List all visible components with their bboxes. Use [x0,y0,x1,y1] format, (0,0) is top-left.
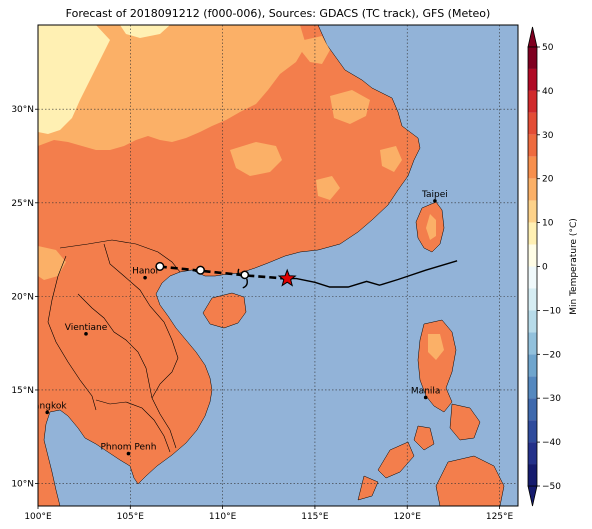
colorbar-level [528,244,537,267]
forecast-position-icon [195,265,206,275]
colorbar-level [528,68,537,91]
city-dot [423,395,428,400]
city-dot [45,410,50,415]
colorbar-level [528,222,537,245]
colorbar-level [528,354,537,377]
lon-tick-label: 115°E [301,512,329,522]
lat-tick-label: 20°N [11,292,34,302]
map-title: Forecast of 2018091212 (f000-006), Sourc… [65,7,491,20]
map-area: Hanoi Vientiane Bangkok Phnom Penh Manila Tai… [28,25,518,506]
typhoon-track [155,260,458,289]
typhoon-arm-icon [237,268,242,277]
visayas-islands [449,403,481,441]
city-dot [84,332,88,336]
country-border [103,243,179,399]
taiwan-highland [426,214,436,240]
country-border [77,293,177,449]
city-label: Vientiane [65,323,108,333]
observed-track-line [287,260,458,288]
lon-tick-label: 100°E [24,512,52,522]
visayas-islands [357,475,379,501]
city-dot [126,451,131,456]
colorbar-level [528,464,537,486]
current-position-star-icon [277,268,297,287]
colorbar-tick-label: 30 [542,131,554,141]
colorbar-tick-label: −20 [542,350,561,360]
lat-tick-label: 10°N [11,480,34,490]
colorbar-tick-label: −40 [542,438,561,448]
colorbar-level [528,90,537,113]
typhoon-symbol-icon [240,270,250,280]
colorbar-tick-label: 40 [542,87,554,97]
land-band-15-20 [380,146,402,172]
country-border [47,255,97,411]
city-label: Phnom Penh [100,443,156,453]
map-gridlines [38,25,518,506]
colorbar-min-extend-arrow-icon [527,485,538,507]
colorbar-level [528,112,537,135]
colorbar-level [528,310,537,333]
colorbar-level [528,332,537,355]
colorbar-max-extend-arrow-icon [527,26,538,48]
visayas-islands [413,425,435,451]
city-markers: Hanoi Vientiane Bangkok Phnom Penh Manila Tai… [28,190,448,456]
colorbar-level [528,200,537,223]
land-band-15-20 [316,176,340,200]
map-frame [37,24,519,507]
colorbar-tick-label: −10 [542,306,561,316]
colorbar-level [528,376,537,399]
map-axes: 100°E 105°E 110°E 115°E 120°E 125°E 10°N 15°N 20… [11,105,513,522]
colorbar-label: Min Temperature (°C) [569,218,579,315]
land-band-15-20 [38,246,66,280]
land-band-5-10 [38,25,110,134]
colorbar-level [528,398,537,421]
forecast-track-line [157,265,288,280]
lon-tick-label: 110°E [209,512,237,522]
lat-tick-label: 15°N [11,386,34,396]
colorbar-level [528,420,537,443]
city-dot [143,275,147,280]
city-label: Taipei [421,190,448,200]
colorbar-tick-label: −50 [542,482,561,492]
colorbar-level [528,47,537,69]
colorbar-tick-label: 20 [542,175,554,185]
colorbar-level [528,134,537,157]
land-band-15-20 [330,90,370,124]
lat-tick-label: 30°N [11,105,34,115]
luzon-highland [428,334,444,360]
luzon-island [417,319,457,413]
colorbar-level [528,156,537,179]
land-band-15-20 [230,142,282,176]
mindanao-island [435,455,505,506]
colorbar-level [528,288,537,311]
hainan-island [202,292,247,329]
colorbar: 50 40 30 20 10 0 −10 −20 −30 −40 −50 Min Temperatur… [527,26,579,507]
lat-tick-label: 25°N [11,199,34,209]
country-border [95,399,171,453]
mainland-landmass [38,25,421,506]
colorbar-tick-label: 50 [542,43,554,53]
land-band-15-20 [38,25,306,150]
colorbar-tick-label: −30 [542,394,561,404]
city-label: Hanoi [132,267,158,277]
lon-tick-label: 120°E [394,512,422,522]
lon-tick-label: 105°E [117,512,145,522]
city-dot [433,199,437,203]
colorbar-level [528,442,537,465]
city-label: Bangkok [28,401,68,411]
visayas-islands [377,441,415,479]
colorbar-level [528,178,537,201]
forecast-position-icon [155,261,165,271]
lon-tick-label: 125°E [486,512,514,522]
colorbar-tick-label: 10 [542,219,554,229]
land-band-15-20 [302,36,330,64]
colorbar-level [528,266,537,289]
country-border [59,239,181,273]
land-band-5-10 [120,25,170,38]
typhoon-arm-icon [242,278,248,289]
city-label: Manila [411,386,441,396]
colorbar-tick-label: 0 [542,263,548,273]
